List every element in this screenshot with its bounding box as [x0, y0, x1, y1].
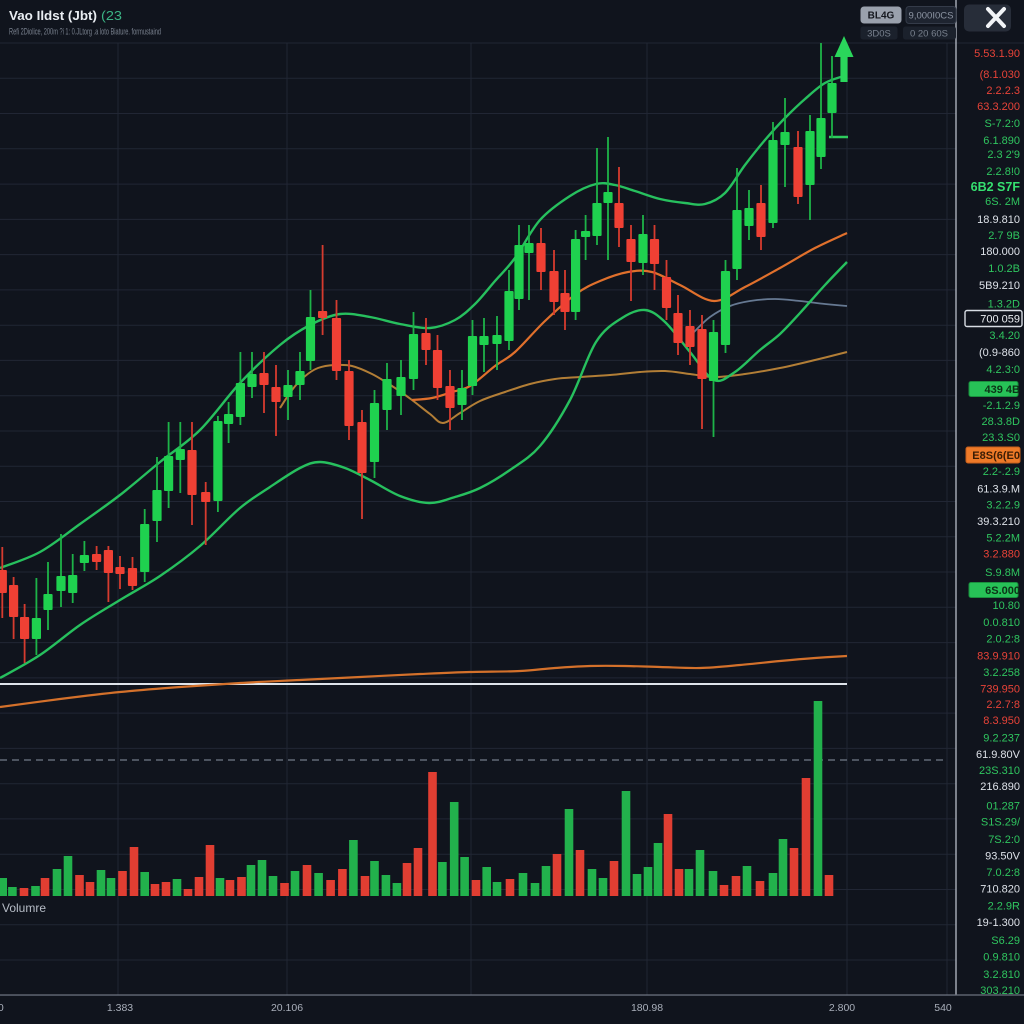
svg-text:3.2.2.9: 3.2.2.9	[986, 500, 1020, 512]
svg-text:1.3.2D: 1.3.2D	[988, 299, 1020, 311]
svg-text:2.2.9R: 2.2.9R	[988, 901, 1020, 913]
svg-text:6B2 S7F: 6B2 S7F	[971, 180, 1021, 194]
svg-text:-2.1.2.9: -2.1.2.9	[983, 400, 1020, 412]
svg-text:7S.2:0: 7S.2:0	[988, 834, 1020, 846]
svg-text:(23: (23	[101, 8, 122, 23]
svg-text:0.9.810: 0.9.810	[983, 952, 1020, 964]
svg-text:6S.000: 6S.000	[985, 585, 1020, 597]
svg-text:Vao Ildst (Jbt): Vao Ildst (Jbt)	[9, 8, 97, 23]
svg-text:180.000: 180.000	[980, 246, 1020, 258]
svg-text:180.98: 180.98	[631, 1002, 663, 1014]
svg-text:E8S(6(E0: E8S(6(E0	[972, 450, 1020, 462]
svg-text:739.950: 739.950	[980, 684, 1020, 696]
svg-text:216.890: 216.890	[980, 781, 1020, 793]
svg-text:18.9.810: 18.9.810	[977, 214, 1020, 226]
svg-text:S1S.29/: S1S.29/	[981, 817, 1021, 829]
svg-text:1.0.2B: 1.0.2B	[988, 263, 1020, 275]
svg-text:2.2.7:8: 2.2.7:8	[986, 699, 1020, 711]
svg-text:3.4.20: 3.4.20	[989, 330, 1020, 342]
svg-text:28.3.8D: 28.3.8D	[981, 416, 1020, 428]
svg-text:61.3.9.M: 61.3.9.M	[977, 484, 1020, 496]
svg-text:S6.29: S6.29	[991, 935, 1020, 947]
svg-text:540: 540	[934, 1002, 952, 1014]
svg-text:Volumre: Volumre	[2, 901, 46, 915]
svg-text:200: 200	[0, 1002, 4, 1014]
svg-text:61.9.80V: 61.9.80V	[976, 749, 1021, 761]
svg-text:4.2.3:0: 4.2.3:0	[986, 364, 1020, 376]
svg-text:(0.9-860: (0.9-860	[979, 347, 1020, 359]
svg-text:2.7 9B: 2.7 9B	[988, 230, 1020, 242]
svg-text:7.0.2:8: 7.0.2:8	[986, 867, 1020, 879]
svg-text:700 059: 700 059	[980, 314, 1020, 326]
svg-text:23.3.S0: 23.3.S0	[982, 432, 1020, 444]
svg-text:0 20 60S: 0 20 60S	[910, 29, 948, 40]
svg-text:93.50V: 93.50V	[985, 851, 1021, 863]
svg-text:Refi 2Diolice, 200m ?i 1: 0.JL: Refi 2Diolice, 200m ?i 1: 0.JLtorg .a lo…	[9, 27, 161, 38]
svg-text:2.2.2.3: 2.2.2.3	[986, 85, 1020, 97]
svg-text:23S.310: 23S.310	[979, 765, 1020, 777]
svg-text:2.800: 2.800	[829, 1002, 855, 1014]
svg-text:5.2.2M: 5.2.2M	[986, 533, 1020, 545]
svg-text:3.2.258: 3.2.258	[983, 667, 1020, 679]
svg-text:5B9.210: 5B9.210	[979, 280, 1020, 292]
svg-text:3D0S: 3D0S	[867, 29, 891, 40]
svg-text:S.9.8M: S.9.8M	[985, 567, 1020, 579]
svg-text:6.1.890: 6.1.890	[983, 135, 1020, 147]
svg-text:1.383: 1.383	[107, 1002, 133, 1014]
svg-text:303.210: 303.210	[980, 985, 1020, 997]
svg-text:3.2.810: 3.2.810	[983, 969, 1020, 981]
svg-text:2.3 2'9: 2.3 2'9	[987, 149, 1020, 161]
svg-text:(8.1.030: (8.1.030	[980, 69, 1020, 81]
svg-text:9.2.237: 9.2.237	[983, 733, 1020, 745]
svg-text:9,000I0CS: 9,000I0CS	[909, 11, 954, 22]
svg-text:39.3.210: 39.3.210	[977, 516, 1020, 528]
svg-text:8.3.950: 8.3.950	[983, 715, 1020, 727]
svg-text:0.0.810: 0.0.810	[983, 617, 1020, 629]
svg-text:83.9.910: 83.9.910	[977, 651, 1020, 663]
svg-text:S-7.2:0: S-7.2:0	[985, 118, 1020, 130]
svg-text:63.3.200: 63.3.200	[977, 101, 1020, 113]
svg-text:439 4B: 439 4B	[985, 384, 1021, 396]
svg-text:2.2.8!0: 2.2.8!0	[986, 166, 1020, 178]
svg-text:3.2.880: 3.2.880	[983, 549, 1020, 561]
svg-text:19-1.300: 19-1.300	[977, 917, 1020, 929]
svg-text:6S. 2M: 6S. 2M	[985, 196, 1020, 208]
svg-text:5.53.1.90: 5.53.1.90	[974, 48, 1020, 60]
svg-text:10.80: 10.80	[992, 600, 1020, 612]
svg-text:2.2-.2.9: 2.2-.2.9	[983, 466, 1020, 478]
svg-text:20.106: 20.106	[271, 1002, 303, 1014]
svg-text:2.0.2:8: 2.0.2:8	[986, 634, 1020, 646]
svg-text:01.287: 01.287	[986, 801, 1020, 813]
svg-text:710.820: 710.820	[980, 884, 1020, 896]
svg-text:BL4G: BL4G	[868, 11, 895, 22]
